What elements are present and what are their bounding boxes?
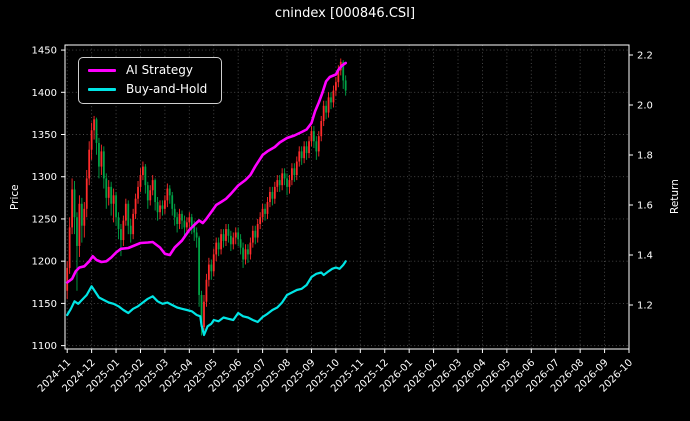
svg-text:2.0: 2.0 [637,101,653,112]
x-tick-labels: 2024-112024-122025-012025-022025-032025-… [36,357,635,394]
ai-strategy-line-swatch [88,69,116,72]
return-axis-label: Return [669,179,681,215]
plot-border [64,44,630,350]
svg-text:1.2: 1.2 [637,301,653,312]
legend-item-buy-and-hold: Buy-and-Hold [88,82,207,97]
price-tick-labels: 1100 1150 1200 1250 1300 1350 1400 1450 [32,46,57,353]
return-tick-labels: 1.2 1.4 1.6 1.8 2.0 2.2 [637,51,653,312]
svg-text:1150: 1150 [32,299,57,310]
svg-text:1450: 1450 [32,46,57,57]
legend-label-ai-strategy: AI Strategy [126,63,193,77]
price-axis-label: Price [9,184,21,210]
svg-text:1250: 1250 [32,214,57,225]
svg-text:1.4: 1.4 [637,251,653,262]
svg-text:1350: 1350 [32,130,57,141]
legend-label-buy-and-hold: Buy-and-Hold [126,82,208,96]
chart-title: cnindex [000846.CSI] [274,6,416,21]
svg-text:1200: 1200 [32,257,57,268]
svg-text:2.2: 2.2 [637,51,653,62]
buy-and-hold-line-swatch [88,88,116,91]
svg-text:1.6: 1.6 [637,201,653,212]
ai-strategy-line [65,61,348,284]
svg-text:1.8: 1.8 [637,151,653,162]
svg-text:1400: 1400 [32,88,57,99]
legend-item-ai-strategy: AI Strategy [88,63,207,78]
svg-text:1300: 1300 [32,172,57,183]
axis-ticks [61,49,633,353]
svg-text:1100: 1100 [32,341,57,352]
buy-and-hold-line [66,260,347,337]
legend: AI Strategy Buy-and-Hold [78,57,223,104]
candlestick-series [66,58,347,336]
